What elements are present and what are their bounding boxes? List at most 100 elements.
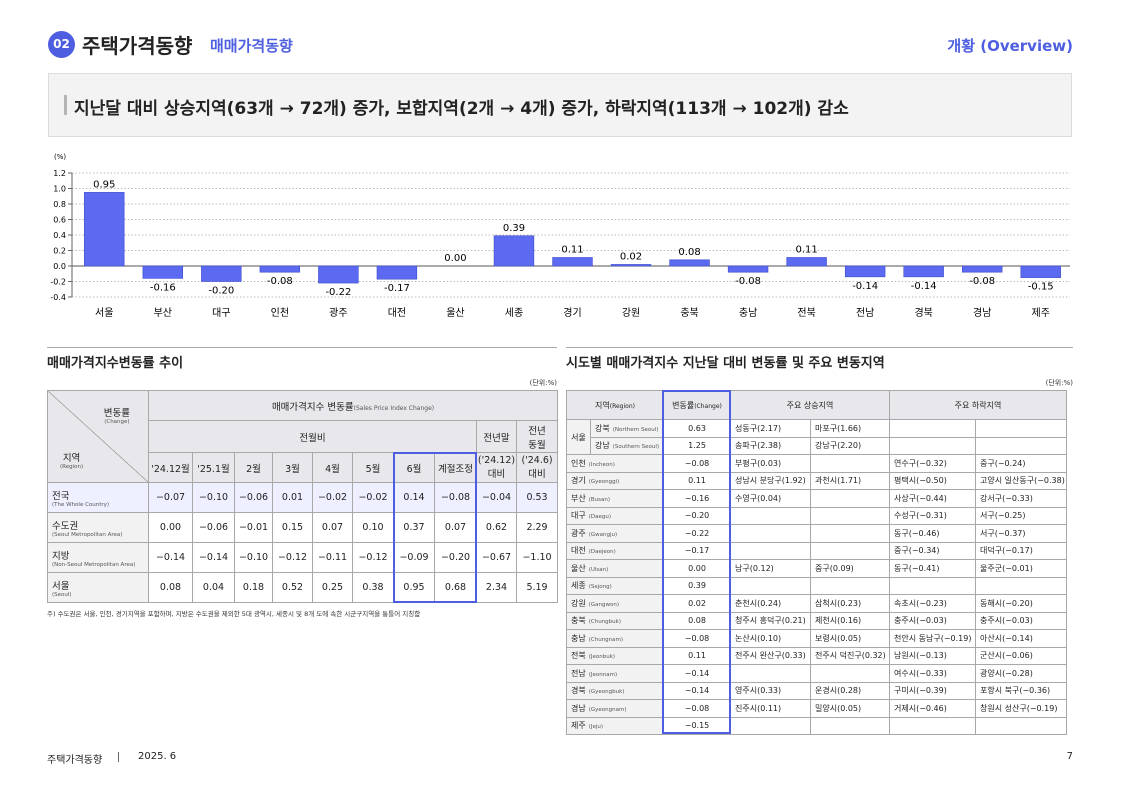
region-text: 충북 <box>571 616 586 626</box>
up-cell <box>809 506 891 525</box>
header-row: 변동률 (Change) 지역 (Region) 매매가격지수 변동률(Sales Pr… <box>47 390 559 483</box>
region-en: (Jeonbuk) <box>588 654 616 661</box>
region-cell: 전북 (Jeonbuk) <box>566 646 664 665</box>
up-cell: 마포구(1.66) <box>809 419 891 438</box>
y-tick-label: 0.2 <box>53 247 66 256</box>
up-cell <box>809 576 891 595</box>
value-cell: −0.20 <box>434 542 477 573</box>
right-table-unit: (단위:%) <box>1045 379 1073 387</box>
value-cell: 0.25 <box>312 572 353 603</box>
region-text: 인천 <box>571 458 586 468</box>
region-en: (Daejeon) <box>588 549 616 556</box>
value-cell: 0.62 <box>476 512 517 543</box>
change-cell: −0.22 <box>663 524 731 543</box>
change-cell: 0.63 <box>663 419 731 438</box>
data-row: 제주 (Jeju) −0.15 <box>566 716 1068 735</box>
data-row: 경기 (Gyeonggi) 0.11 성남시 분당구(1.92) 과천시(1.71) 평택… <box>566 471 1068 490</box>
change-cell: −0.08 <box>663 629 731 648</box>
region-cell: 광주 (Gwangju) <box>566 524 664 543</box>
column-header: ('24.6) 대비 <box>515 452 559 483</box>
down-cell <box>975 436 1068 455</box>
change-cell: 0.11 <box>663 646 731 665</box>
x-tick-label: 울산 <box>446 307 464 319</box>
change-cell: 0.08 <box>663 611 731 630</box>
x-tick-label: 광주 <box>329 307 347 319</box>
up-cell <box>730 541 811 560</box>
value-label: -0.20 <box>208 286 234 297</box>
change-header-en: (Change) <box>694 402 722 410</box>
data-row: 수도권 (Seoul Metropolitan Area) 0.00 −0.06 −0.… <box>47 512 559 543</box>
data-row: 경남 (Gyeongnam) −0.08 진주시(0.11) 밀양시(0.05) 거제시(… <box>566 699 1068 718</box>
up-cell: 전주시 완산구(0.33) <box>730 646 811 665</box>
up-cell <box>809 716 891 735</box>
up-cell: 청주시 흥덕구(0.21) <box>730 611 811 630</box>
down-cell: 중구(−0.34) <box>889 541 977 560</box>
yoy-end-header: 전년말 <box>476 420 517 453</box>
chart: (%) -0.4 -0.2 0.0 0.2 0.4 0.6 0.8 1.0 1.2 서울 0.95 부… <box>50 153 1070 319</box>
column-header: '24.12월 <box>148 452 193 483</box>
down-cell: 천안시 동남구(−0.19) <box>889 629 977 648</box>
yoy-month-header: 전년 동월 <box>515 420 559 453</box>
region-cell: 인천 (Incheon) <box>566 454 664 473</box>
up-cell: 밀양시(0.05) <box>809 699 891 718</box>
up-cell <box>730 524 811 543</box>
bar <box>552 257 593 267</box>
down-cell: 거제시(−0.46) <box>889 699 977 718</box>
headline-box <box>48 73 1072 137</box>
value-label: -0.17 <box>384 283 410 294</box>
corner-bottom: 지역 (Region) <box>60 450 83 470</box>
down-cell <box>975 576 1068 595</box>
down-cell: 남원시(−0.13) <box>889 646 977 665</box>
column-header: 6월 <box>393 452 435 483</box>
x-tick-label: 대구 <box>212 307 230 319</box>
column-header: 3월 <box>272 452 313 483</box>
up-cell <box>809 664 891 683</box>
footer-title: 주택가격동향 <box>47 755 103 766</box>
value-label: 0.95 <box>93 179 115 190</box>
up-cell: 중구(0.09) <box>809 559 891 578</box>
value-cell: 0.37 <box>393 512 435 543</box>
down-cell <box>889 716 977 735</box>
region-cell-text: 지방 <box>52 550 70 562</box>
up-cell: 전주시 덕진구(0.32) <box>809 646 891 665</box>
bar <box>201 265 242 282</box>
region-en: (Incheon) <box>588 461 615 468</box>
trend-table: 변동률 (Change) 지역 (Region) 매매가격지수 변동률(Sales Pr… <box>47 390 559 603</box>
y-axis-label: (%) <box>54 153 66 161</box>
value-cell: −0.09 <box>393 542 435 573</box>
value-label: -0.08 <box>735 276 761 287</box>
region-text: 전남 <box>571 668 586 678</box>
value-cell: 0.95 <box>393 572 435 603</box>
up-cell: 과천시(1.71) <box>809 471 891 490</box>
value-cell: −0.12 <box>352 542 394 573</box>
bar <box>844 265 886 278</box>
value-cell: 0.10 <box>352 512 394 543</box>
value-cell: 0.04 <box>192 572 235 603</box>
region-header: 지역(Region) <box>566 390 664 420</box>
data-row: 전남 (Jeonnam) −0.14 여수시(−0.33) 광양시(−0.28) <box>566 664 1068 683</box>
value-cell: −0.14 <box>192 542 235 573</box>
bar <box>142 265 183 279</box>
up-cell: 송파구(2.38) <box>730 436 811 455</box>
region-en: (Ulsan) <box>588 566 609 573</box>
region-en: (Gyeongnam) <box>588 706 627 713</box>
down-cell <box>889 436 977 455</box>
up-cell: 춘천시(0.24) <box>730 594 811 613</box>
x-tick-label: 경북 <box>914 306 932 319</box>
up-cell <box>809 541 891 560</box>
region-text: 부산 <box>571 493 586 503</box>
value-label: -0.08 <box>969 276 995 287</box>
up-cell: 성동구(2.17) <box>730 419 811 438</box>
page-title: 주택가격동향 <box>82 34 193 58</box>
region-cell: 전남 (Jeonnam) <box>566 664 664 683</box>
region-cell: 수도권 (Seoul Metropolitan Area) <box>47 512 149 543</box>
data-row: 서울 강북 (Northern Seoul) 0.63 성동구(2.17) 마포구(1.6… <box>566 419 1068 455</box>
left-table-unit: (단위:%) <box>529 379 557 387</box>
corner-bottom-text: 지역 <box>62 453 81 464</box>
region-cell: 지방 (Non-Seoul Metropolitan Area) <box>47 542 149 573</box>
region-cell: 강남 (Southern Seoul) <box>590 436 664 455</box>
down-cell: 광양시(−0.28) <box>975 664 1068 683</box>
x-tick-label: 전북 <box>797 307 815 319</box>
header-row: '24.12월 '25.1월 2월 3월 4월 5월 6월 계절조정 ('24.12) 대비 ('… <box>48 452 559 483</box>
down-cell: 고양시 일산동구(−0.38) <box>975 471 1068 490</box>
